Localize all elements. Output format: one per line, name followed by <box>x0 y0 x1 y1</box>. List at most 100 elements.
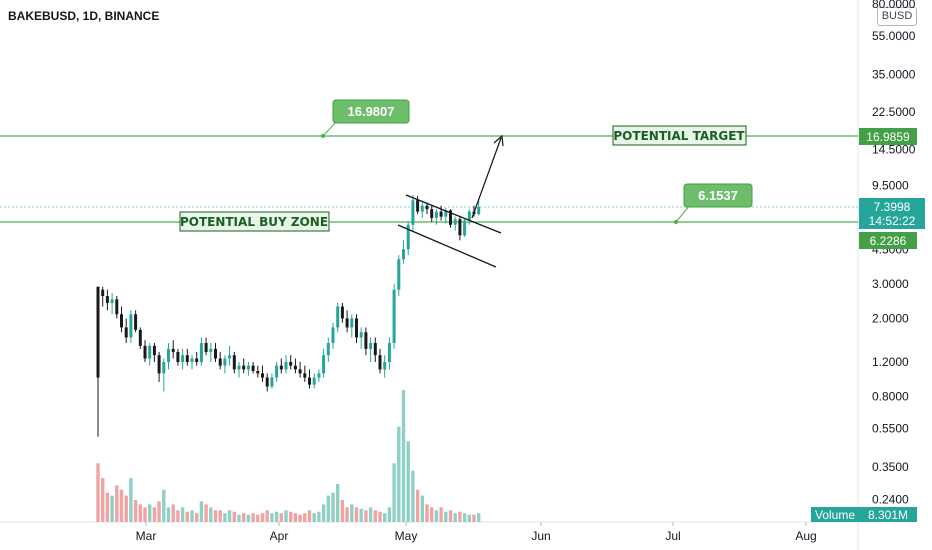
volume-bar <box>462 513 467 522</box>
volume-bar <box>138 504 142 522</box>
volume-bar <box>317 511 321 522</box>
volume-bar <box>340 500 345 522</box>
candle-body <box>129 314 133 338</box>
candle-body <box>402 249 405 260</box>
volume-bar <box>251 513 255 522</box>
candle-body <box>120 314 123 328</box>
price-tick-label: 0.3500 <box>872 460 909 474</box>
candle-body <box>101 289 105 297</box>
volume-bar <box>392 463 396 522</box>
volume-bar <box>162 489 166 522</box>
volume-name-tag <box>811 507 859 522</box>
volume-bar <box>274 511 279 522</box>
volume-bar <box>110 495 114 522</box>
candle-body <box>340 306 344 319</box>
candle-body <box>138 329 142 346</box>
volume-bar <box>467 514 471 522</box>
volume-bar <box>307 510 312 522</box>
candle-body <box>378 355 382 370</box>
volume-bar <box>148 504 152 522</box>
currency-badge[interactable]: BUSD <box>877 7 917 26</box>
candle-body <box>214 348 217 359</box>
volume-bar <box>345 507 349 522</box>
volume-bar <box>364 510 368 522</box>
volume-bar <box>383 513 387 522</box>
candle-body <box>124 327 128 338</box>
buy-level-price-text: 6.2286 <box>870 234 907 248</box>
candle-body <box>308 377 311 385</box>
volume-bar <box>227 510 232 522</box>
volume-bar <box>176 510 180 522</box>
volume-bar <box>129 478 133 522</box>
target-callout-box[interactable] <box>332 99 410 124</box>
volume-bar <box>448 510 453 522</box>
time-tick-label: Apr <box>270 529 289 543</box>
price-tick-label: 80.0000 <box>872 0 916 11</box>
volume-bar <box>439 507 443 522</box>
candle-body <box>397 259 401 290</box>
volume-bar <box>415 489 420 522</box>
last-price-tag <box>859 198 925 229</box>
volume-bar <box>180 507 185 522</box>
candle-body <box>364 332 368 349</box>
volume-bar <box>284 510 288 522</box>
volume-bar <box>326 495 330 522</box>
volume-bar <box>444 511 448 522</box>
candle-body <box>350 318 354 328</box>
candle-body <box>326 342 330 356</box>
volume-bars <box>96 390 481 522</box>
price-tick-label: 9.5000 <box>872 179 909 193</box>
candle-body <box>209 348 213 352</box>
volume-bar <box>195 513 199 522</box>
candle-body <box>411 200 415 225</box>
candle-body <box>251 365 255 371</box>
volume-bar <box>359 508 363 522</box>
potential-buy-zone-box[interactable] <box>179 211 330 232</box>
candle-body <box>279 365 283 370</box>
candle-body <box>383 362 387 370</box>
volume-bar <box>124 495 128 522</box>
candle-body <box>162 362 166 374</box>
candle-body <box>185 355 189 362</box>
time-tick-label: Jul <box>665 529 680 543</box>
price-tick-label: 1.2000 <box>872 355 909 369</box>
potential-target-box[interactable] <box>612 125 747 146</box>
candle-body <box>312 377 316 385</box>
candle-body <box>176 351 180 362</box>
candle-body <box>392 289 396 343</box>
volume-bar <box>119 489 124 522</box>
volume-bar <box>171 504 175 522</box>
candle-body <box>453 219 457 225</box>
candle-body <box>317 373 321 378</box>
candle-body <box>444 210 448 217</box>
volume-bar <box>293 513 298 522</box>
volume-bar <box>218 510 222 522</box>
candle-body <box>289 362 293 366</box>
volume-bar <box>378 511 382 522</box>
candle-body <box>223 358 227 366</box>
candle-body <box>467 211 471 221</box>
volume-value-tag <box>859 507 917 522</box>
candle-body <box>237 365 241 370</box>
buy-callout-anchor <box>674 220 678 224</box>
price-tick-label: 55.0000 <box>872 29 916 43</box>
volume-bar <box>430 507 434 522</box>
candle-body <box>420 205 424 212</box>
volume-bar <box>204 504 208 522</box>
candle-body <box>477 206 481 215</box>
candle-body <box>298 369 302 374</box>
buy-callout-box[interactable] <box>683 183 753 208</box>
candle-body <box>293 365 297 370</box>
time-tick-label: Mar <box>136 529 157 543</box>
candle-body <box>199 342 203 362</box>
volume-bar <box>242 513 246 522</box>
candle-body <box>232 355 236 370</box>
volume-bar <box>190 510 194 522</box>
volume-bar <box>199 501 204 522</box>
candle-body <box>246 365 250 370</box>
candle-body <box>275 365 279 378</box>
volume-bar <box>477 513 481 522</box>
candle-body <box>406 224 410 250</box>
candle-body <box>105 296 109 303</box>
